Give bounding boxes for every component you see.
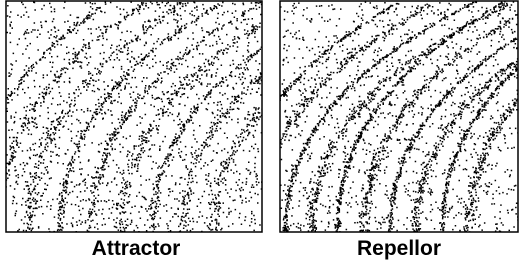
panel-label: Attractor xyxy=(92,237,181,260)
page: Attractor Repellor (() => { const data =… xyxy=(0,0,520,266)
repellor-panel xyxy=(230,1,520,234)
figure: Attractor Repellor xyxy=(0,0,520,266)
panel-label: Repellor xyxy=(357,237,441,260)
dot-pattern xyxy=(0,1,421,233)
dot-pattern xyxy=(230,1,520,234)
attractor-panel xyxy=(0,1,421,233)
